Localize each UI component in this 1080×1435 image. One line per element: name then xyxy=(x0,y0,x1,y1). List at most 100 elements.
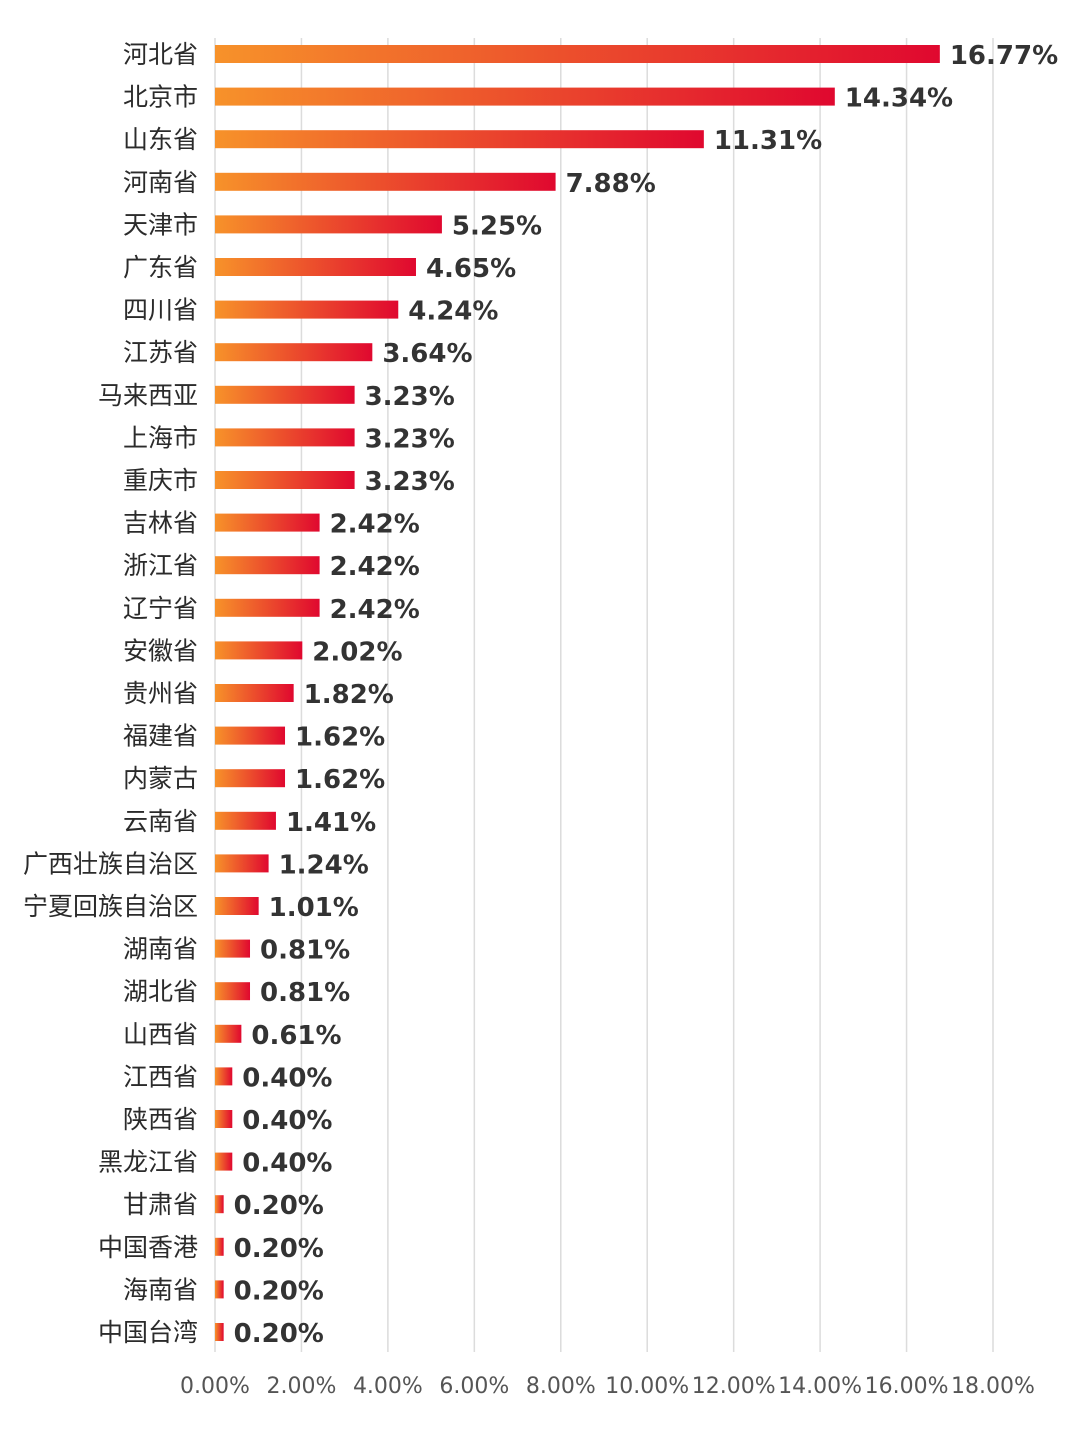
value-label: 4.24% xyxy=(408,297,498,327)
bar xyxy=(215,428,355,447)
category-label: 辽宁省 xyxy=(123,594,198,623)
value-label: 3.64% xyxy=(382,339,472,369)
x-tick-label: 18.00% xyxy=(951,1374,1035,1399)
category-label: 天津市 xyxy=(123,210,198,239)
value-label: 2.42% xyxy=(330,595,420,625)
bar xyxy=(215,471,355,489)
category-label: 黑龙江省 xyxy=(98,1148,198,1177)
bar xyxy=(215,1110,233,1128)
value-label: 0.40% xyxy=(242,1063,332,1093)
bar xyxy=(215,215,442,234)
bar xyxy=(215,982,251,1001)
value-label: 2.42% xyxy=(330,510,420,540)
category-label: 山西省 xyxy=(123,1020,198,1049)
bar xyxy=(215,1323,224,1341)
x-tick-label: 2.00% xyxy=(266,1374,336,1399)
category-label: 江苏省 xyxy=(123,338,198,367)
value-label: 2.42% xyxy=(330,552,420,582)
category-label: 重庆市 xyxy=(123,466,198,495)
category-label: 海南省 xyxy=(123,1275,198,1304)
bar xyxy=(215,45,940,63)
category-label: 陕西省 xyxy=(123,1105,198,1134)
category-label: 江西省 xyxy=(123,1062,198,1091)
bar xyxy=(215,854,269,873)
x-tick-label: 14.00% xyxy=(778,1374,862,1399)
x-tick-label: 6.00% xyxy=(439,1374,509,1399)
value-label: 2.02% xyxy=(312,637,402,667)
bar xyxy=(215,343,373,362)
value-label: 0.20% xyxy=(234,1319,324,1349)
category-label: 吉林省 xyxy=(123,509,198,538)
value-label: 3.23% xyxy=(365,424,455,454)
value-label: 5.25% xyxy=(452,211,542,241)
value-label: 1.62% xyxy=(295,723,385,753)
bar xyxy=(215,1195,224,1214)
category-label: 广西壮族自治区 xyxy=(23,849,198,878)
bar xyxy=(215,130,704,149)
bar xyxy=(215,1280,224,1299)
value-label: 1.24% xyxy=(279,850,369,880)
x-tick-label: 12.00% xyxy=(692,1374,776,1399)
category-label: 贵州省 xyxy=(123,679,198,708)
bar xyxy=(215,172,556,191)
category-label: 广东省 xyxy=(123,253,198,282)
value-labels: 16.77% 14.34% 11.31% 7.88% 5.25% 4.65% 4.24% 3.… xyxy=(234,41,1058,1349)
bars xyxy=(215,45,940,1341)
category-label: 浙江省 xyxy=(123,551,198,580)
bar xyxy=(215,87,835,106)
value-label: 3.23% xyxy=(365,382,455,412)
bar xyxy=(215,556,320,575)
category-label: 北京市 xyxy=(123,83,198,112)
category-labels: 河北省北京市山东省河南省天津市广东省四川省江苏省马来西亚上海市重庆市吉林省浙江省… xyxy=(23,40,198,1347)
value-label: 3.23% xyxy=(365,467,455,497)
x-tick-label: 16.00% xyxy=(865,1374,949,1399)
category-label: 福建省 xyxy=(123,722,198,751)
value-label: 0.20% xyxy=(234,1276,324,1306)
bar xyxy=(215,769,286,788)
bar xyxy=(215,811,276,830)
category-label: 甘肃省 xyxy=(123,1190,198,1219)
category-label: 云南省 xyxy=(123,807,198,836)
value-label: 1.62% xyxy=(295,765,385,795)
bar xyxy=(215,1152,233,1171)
bar xyxy=(215,513,320,532)
x-tick-label: 8.00% xyxy=(526,1374,596,1399)
bar xyxy=(215,1237,224,1256)
x-tick-label: 4.00% xyxy=(353,1374,423,1399)
bar xyxy=(215,684,294,702)
value-label: 1.41% xyxy=(286,808,376,838)
x-axis-tick-labels: 0.00% 2.00% 4.00% 6.00% 8.00% 10.00% 12.00% 14.… xyxy=(180,1374,1035,1399)
value-label: 0.40% xyxy=(242,1106,332,1136)
category-label: 马来西亚 xyxy=(98,381,198,410)
category-label: 四川省 xyxy=(123,296,198,325)
value-label: 1.82% xyxy=(304,680,394,710)
category-label: 安徽省 xyxy=(123,636,198,665)
value-label: 16.77% xyxy=(950,41,1058,71)
value-label: 7.88% xyxy=(566,169,656,199)
bar xyxy=(215,598,320,617)
bar xyxy=(215,300,399,319)
value-label: 14.34% xyxy=(845,84,953,114)
x-tick-label: 10.00% xyxy=(605,1374,689,1399)
value-label: 0.61% xyxy=(251,1021,341,1051)
category-label: 湖南省 xyxy=(123,935,198,964)
category-label: 湖北省 xyxy=(123,977,198,1006)
gridlines xyxy=(214,38,994,1352)
value-label: 0.40% xyxy=(242,1149,332,1179)
bar xyxy=(215,726,286,745)
value-label: 11.31% xyxy=(714,126,822,156)
value-label: 4.65% xyxy=(426,254,516,284)
category-label: 中国台湾 xyxy=(98,1318,198,1347)
value-label: 0.81% xyxy=(260,936,350,966)
bar xyxy=(215,1024,242,1043)
value-label: 0.81% xyxy=(260,978,350,1008)
value-label: 0.20% xyxy=(234,1191,324,1221)
category-label: 河南省 xyxy=(123,168,198,197)
category-label: 宁夏回族自治区 xyxy=(23,892,198,921)
category-label: 内蒙古 xyxy=(123,764,198,793)
bar xyxy=(215,1067,233,1086)
category-label: 上海市 xyxy=(123,423,198,452)
value-label: 1.01% xyxy=(269,893,359,923)
x-tick-label: 0.00% xyxy=(180,1374,250,1399)
